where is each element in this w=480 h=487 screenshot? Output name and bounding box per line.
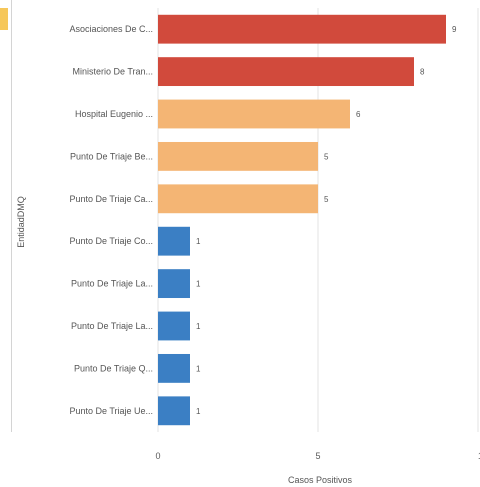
bar[interactable] (158, 396, 190, 426)
value-label: 1 (196, 364, 201, 373)
category-label: Asociaciones De C... (69, 24, 153, 34)
value-label: 9 (452, 25, 457, 34)
category-label: Punto De Triaje Q... (74, 363, 153, 373)
value-label: 5 (324, 195, 329, 204)
bar[interactable] (158, 14, 446, 44)
y-axis-title: EntidadDMQ (16, 196, 26, 248)
category-label: Punto De Triaje La... (71, 279, 153, 289)
x-tick-label: 5 (315, 451, 320, 461)
side-panel-edge (0, 0, 12, 432)
bar[interactable] (158, 353, 190, 383)
x-tick-labels: 0 5 10 (155, 451, 480, 461)
bar[interactable] (158, 99, 350, 129)
value-label: 8 (420, 68, 425, 77)
category-label: Punto De Triaje Ue... (69, 406, 153, 416)
bar[interactable] (158, 141, 318, 171)
bar[interactable] (158, 269, 190, 299)
x-axis-title: Casos Positivos (288, 475, 353, 485)
value-label: 1 (196, 407, 201, 416)
value-label: 6 (356, 110, 361, 119)
bars (158, 14, 446, 426)
category-label: Ministerio De Tran... (72, 67, 153, 77)
category-label: Punto De Triaje La... (71, 321, 153, 331)
panel-accent-swatch (0, 8, 8, 30)
value-label: 1 (196, 280, 201, 289)
value-label: 5 (324, 152, 329, 161)
x-tick-label: 10 (478, 451, 480, 461)
bar[interactable] (158, 226, 190, 256)
value-label: 1 (196, 237, 201, 246)
category-label: Punto De Triaje Ca... (69, 194, 153, 204)
category-label: Punto De Triaje Be... (70, 151, 153, 161)
x-tick-label: 0 (155, 451, 160, 461)
category-label: Punto De Triaje Co... (69, 236, 153, 246)
category-label: Hospital Eugenio ... (75, 109, 153, 119)
bar[interactable] (158, 184, 318, 214)
bar[interactable] (158, 311, 190, 341)
bar[interactable] (158, 57, 414, 87)
value-labels: 9 8 6 5 5 1 1 1 1 1 (196, 25, 457, 416)
category-labels: Asociaciones De C... Ministerio De Tran..… (69, 24, 153, 416)
value-label: 1 (196, 322, 201, 331)
